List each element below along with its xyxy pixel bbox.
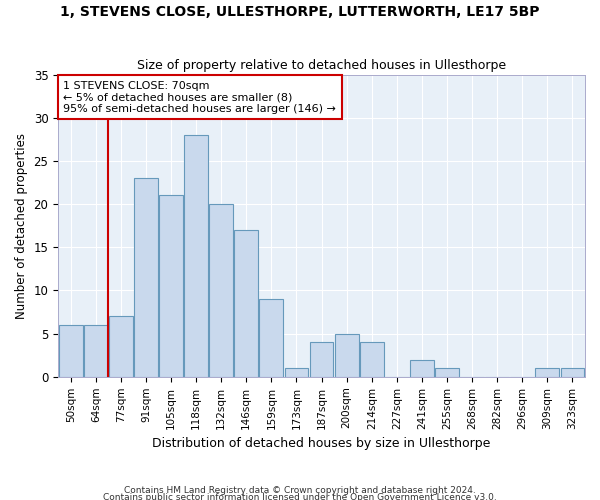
- Bar: [560, 368, 584, 377]
- Bar: [134, 178, 158, 377]
- Bar: [184, 135, 208, 377]
- Bar: [235, 230, 258, 377]
- Text: Contains HM Land Registry data © Crown copyright and database right 2024.: Contains HM Land Registry data © Crown c…: [124, 486, 476, 495]
- Text: Contains public sector information licensed under the Open Government Licence v3: Contains public sector information licen…: [103, 494, 497, 500]
- Text: 1 STEVENS CLOSE: 70sqm
← 5% of detached houses are smaller (8)
95% of semi-detac: 1 STEVENS CLOSE: 70sqm ← 5% of detached …: [64, 80, 336, 114]
- Bar: [535, 368, 559, 377]
- Bar: [410, 360, 434, 377]
- Bar: [335, 334, 359, 377]
- Bar: [435, 368, 459, 377]
- Bar: [310, 342, 334, 377]
- Text: 1, STEVENS CLOSE, ULLESTHORPE, LUTTERWORTH, LE17 5BP: 1, STEVENS CLOSE, ULLESTHORPE, LUTTERWOR…: [60, 5, 540, 19]
- Bar: [159, 196, 183, 377]
- X-axis label: Distribution of detached houses by size in Ullesthorpe: Distribution of detached houses by size …: [152, 437, 491, 450]
- Bar: [284, 368, 308, 377]
- Bar: [259, 299, 283, 377]
- Bar: [109, 316, 133, 377]
- Bar: [360, 342, 383, 377]
- Bar: [59, 325, 83, 377]
- Bar: [84, 325, 108, 377]
- Y-axis label: Number of detached properties: Number of detached properties: [15, 132, 28, 318]
- Title: Size of property relative to detached houses in Ullesthorpe: Size of property relative to detached ho…: [137, 59, 506, 72]
- Bar: [209, 204, 233, 377]
